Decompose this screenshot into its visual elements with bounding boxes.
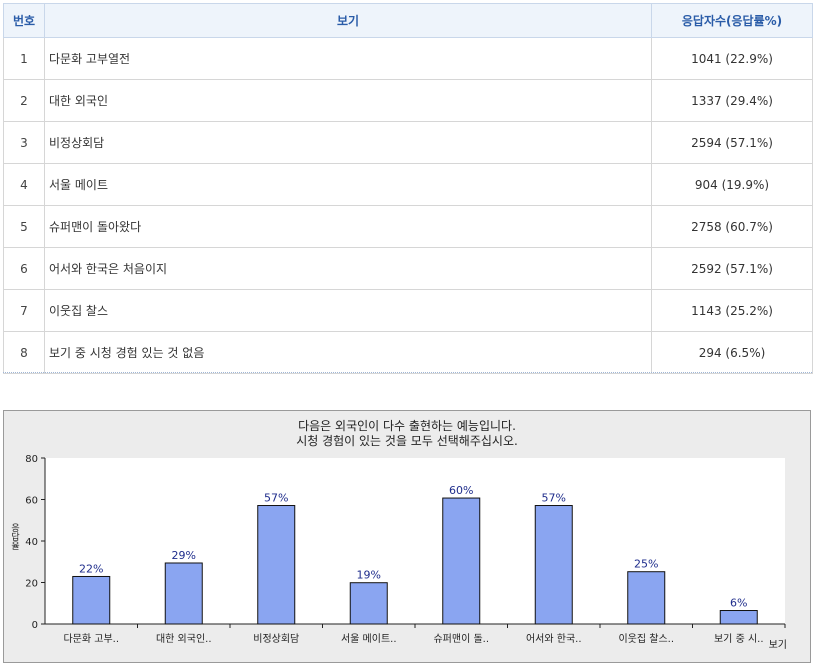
bar: [627, 571, 666, 625]
bar-chart: 0 20 40 60 80 22% 다문화 고부.. 29% 대한 외국인.. 57% 비정상회담 1…: [25, 454, 787, 651]
x-tick-label: 보기 중 시..: [714, 633, 764, 645]
row-number: 3: [3, 121, 45, 164]
y-tick-label: 60: [25, 496, 38, 507]
y-tick-label: 0: [32, 620, 38, 631]
table-row: 4 서울 메이트 904 (19.9%): [3, 163, 813, 206]
row-number: 5: [3, 205, 45, 248]
bar-data-label: 57%: [542, 492, 566, 505]
y-axis-label: 응답율: [9, 523, 19, 550]
table-row: 5 슈퍼맨이 돌아왔다 2758 (60.7%): [3, 205, 813, 248]
row-number: 2: [3, 79, 45, 122]
row-label: 어서와 한국은 처음이지: [44, 247, 652, 290]
row-responses: 1337 (29.4%): [651, 79, 813, 122]
bar: [719, 610, 758, 625]
header-responses: 응답자수(응답률%): [651, 3, 813, 38]
row-label: 대한 외국인: [44, 79, 652, 122]
table-row: 2 대한 외국인 1337 (29.4%): [3, 79, 813, 122]
row-label: 서울 메이트: [44, 163, 652, 206]
row-number: 4: [3, 163, 45, 206]
row-number: 8: [3, 331, 45, 374]
x-tick-label: 대한 외국인..: [156, 633, 212, 645]
chart-title-line-2: 시청 경험이 있는 것을 모두 선택해주십시오.: [296, 434, 518, 448]
row-number: 6: [3, 247, 45, 290]
row-label: 비정상회담: [44, 121, 652, 164]
y-tick-label: 20: [25, 579, 38, 590]
y-tick-label: 40: [25, 537, 38, 548]
bar-data-label: 57%: [264, 492, 288, 505]
x-tick-label: 슈퍼맨이 돌..: [433, 633, 489, 645]
bar-data-label: 22%: [79, 562, 103, 575]
row-label: 보기 중 시청 경험 있는 것 없음: [44, 331, 652, 374]
table-row: 8 보기 중 시청 경험 있는 것 없음 294 (6.5%): [3, 331, 813, 374]
table-row: 1 다문화 고부열전 1041 (22.9%): [3, 37, 813, 80]
bar-data-label: 29%: [172, 549, 196, 562]
row-number: 7: [3, 289, 45, 332]
y-tick-label: 80: [25, 454, 38, 465]
results-table: 번호 보기 응답자수(응답률%) 1 다문화 고부열전 1041 (22.9%) 2 대…: [3, 3, 813, 374]
row-number: 1: [3, 37, 45, 80]
table-body: 1 다문화 고부열전 1041 (22.9%) 2 대한 외국인 1337 (29.4%)…: [3, 37, 813, 374]
row-label: 슈퍼맨이 돌아왔다: [44, 205, 652, 248]
table-row: 6 어서와 한국은 처음이지 2592 (57.1%): [3, 247, 813, 290]
plot-area: [45, 458, 785, 624]
row-responses: 1143 (25.2%): [651, 289, 813, 332]
x-tick-label: 비정상회담: [253, 633, 299, 645]
bar-data-label: 19%: [357, 569, 381, 582]
x-tick-label: 이웃집 찰스..: [618, 633, 674, 645]
chart-title-line-1: 다음은 외국인이 다수 출현하는 예능입니다.: [298, 419, 516, 433]
x-tick-label: 어서와 한국..: [526, 633, 582, 645]
bar: [442, 497, 481, 625]
row-responses: 2758 (60.7%): [651, 205, 813, 248]
table-header-row: 번호 보기 응답자수(응답률%): [3, 3, 813, 38]
row-label: 이웃집 찰스: [44, 289, 652, 332]
row-responses: 1041 (22.9%): [651, 37, 813, 80]
table-divider: [3, 372, 812, 373]
x-tick-label: 다문화 고부..: [63, 633, 119, 645]
header-label: 보기: [44, 3, 652, 38]
bar: [72, 575, 111, 625]
table-row: 3 비정상회담 2594 (57.1%): [3, 121, 813, 164]
x-axis-label: 보기: [769, 639, 787, 651]
bar: [164, 562, 203, 625]
row-responses: 2592 (57.1%): [651, 247, 813, 290]
row-responses: 2594 (57.1%): [651, 121, 813, 164]
x-tick-label: 서울 메이트..: [341, 633, 397, 645]
row-label: 다문화 고부열전: [44, 37, 652, 80]
header-num: 번호: [3, 3, 45, 38]
table-row: 7 이웃집 찰스 1143 (25.2%): [3, 289, 813, 332]
chart-panel: 다음은 외국인이 다수 출현하는 예능입니다. 시청 경험이 있는 것을 모두 …: [3, 410, 811, 663]
bar-data-label: 60%: [449, 484, 473, 497]
bar-data-label: 6%: [730, 597, 747, 610]
row-responses: 904 (19.9%): [651, 163, 813, 206]
bar-data-label: 25%: [634, 558, 658, 571]
row-responses: 294 (6.5%): [651, 331, 813, 374]
bar: [349, 582, 388, 625]
bar: [257, 505, 296, 625]
bar: [534, 505, 573, 625]
